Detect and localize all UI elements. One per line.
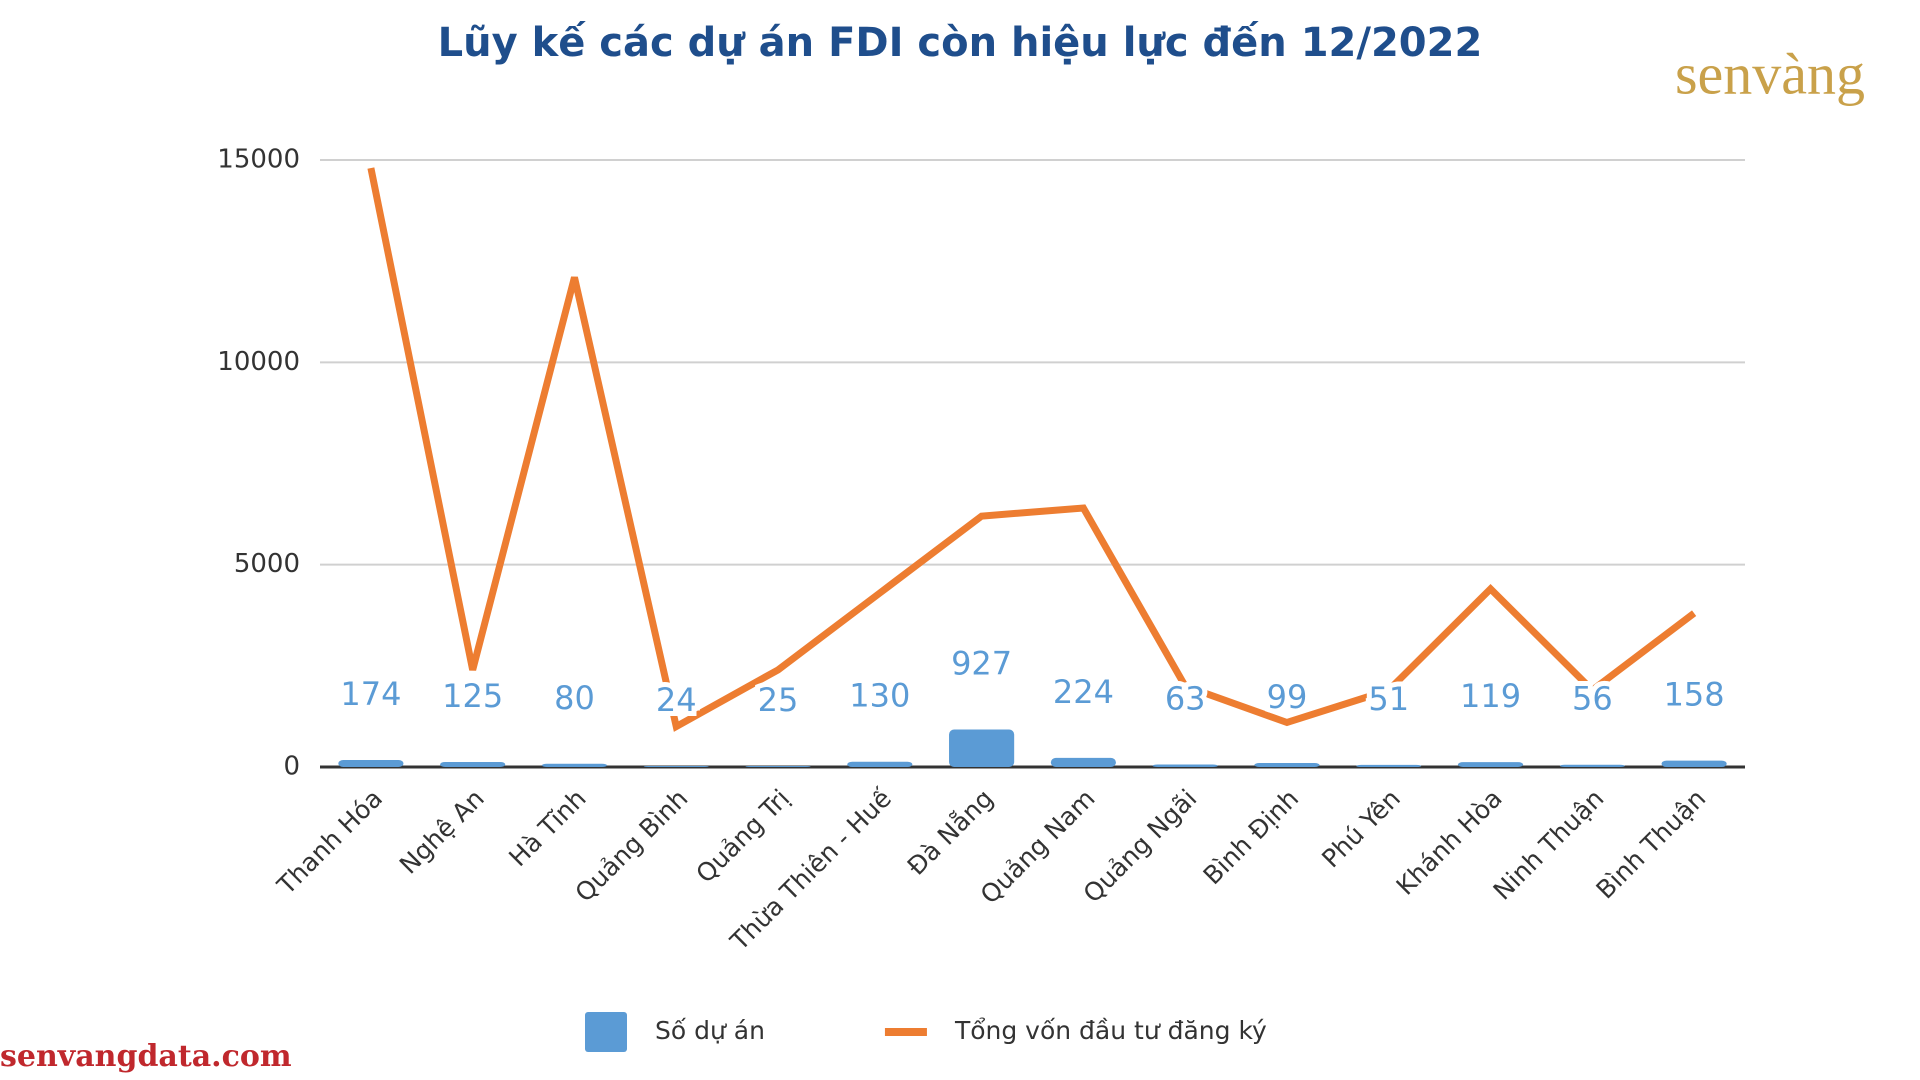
x-tick-label: Bình Định <box>1198 784 1305 891</box>
bar <box>1152 764 1218 767</box>
bar <box>1559 764 1625 767</box>
bar <box>949 729 1015 767</box>
y-tick-label: 15000 <box>217 145 300 175</box>
bar <box>1356 764 1422 767</box>
data-label: 130 <box>849 677 910 715</box>
data-label: 99 <box>1267 678 1308 716</box>
data-label: 174 <box>340 675 401 713</box>
data-label: 224 <box>1053 673 1114 711</box>
data-label: 51 <box>1368 680 1409 718</box>
bar <box>541 763 608 767</box>
bar <box>440 761 506 767</box>
logo: senvàng <box>1675 41 1865 106</box>
bar <box>1457 762 1524 767</box>
data-label: 158 <box>1664 676 1725 714</box>
data-label: 25 <box>758 681 799 719</box>
line <box>367 167 1697 732</box>
bar <box>643 766 709 767</box>
x-tick-label: Bình Thuận <box>1590 784 1711 905</box>
data-label: 119 <box>1460 677 1521 715</box>
x-tick-label: Thanh Hóa <box>271 784 388 901</box>
x-tick-label: Quảng Trị <box>690 784 795 889</box>
legend-swatch <box>585 1012 627 1052</box>
data-label: 56 <box>1572 680 1613 718</box>
bar <box>847 761 913 767</box>
legend-label: Số dự án <box>655 1016 765 1045</box>
data-label: 80 <box>554 679 595 717</box>
source: senvangdata.com <box>0 1039 292 1074</box>
y-tick-label: 10000 <box>217 347 300 377</box>
x-tick-label: Hà Tĩnh <box>503 784 591 872</box>
y-tick-label: 0 <box>283 752 300 782</box>
y-tick-label: 5000 <box>234 549 300 579</box>
chart-title: Lũy kế các dự án FDI còn hiệu lực đến 12… <box>438 20 1483 66</box>
bar <box>1254 762 1320 767</box>
bar <box>745 765 811 767</box>
data-label: 125 <box>442 677 503 715</box>
data-label: 24 <box>656 681 697 719</box>
data-label: 927 <box>951 644 1012 682</box>
x-tick-label: Phú Yên <box>1316 784 1406 874</box>
data-label: 63 <box>1165 679 1206 717</box>
bar <box>338 759 404 767</box>
bar <box>1050 757 1116 767</box>
bar <box>1661 760 1727 767</box>
legend-label: Tổng vốn đầu tư đăng ký <box>954 1016 1267 1045</box>
x-tick-label: Nghệ An <box>394 784 490 880</box>
x-tick-label: Đà Nẵng <box>902 784 999 881</box>
x-tick-label: Ninh Thuận <box>1488 784 1610 906</box>
